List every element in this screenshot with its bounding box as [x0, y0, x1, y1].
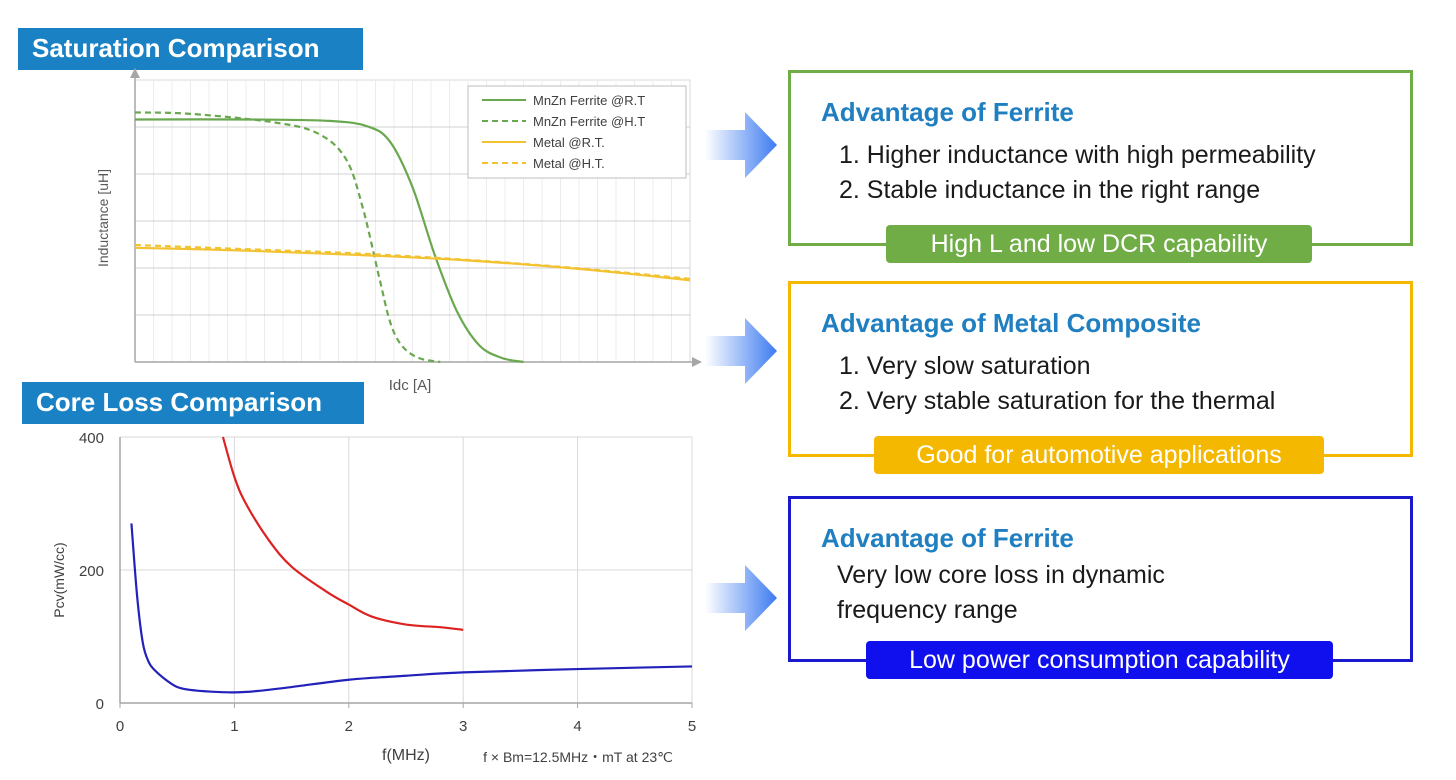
advantage-heading: Advantage of Metal Composite — [821, 308, 1201, 338]
advantage-badge: Low power consumption capability — [866, 641, 1333, 679]
y-tick-label: 200 — [79, 563, 104, 580]
legend-label: Metal @R.T. — [533, 135, 605, 150]
saturation-chart-ylabel: Inductance [uH] — [95, 169, 111, 267]
x-tick-label: 1 — [230, 718, 238, 735]
saturation-chart-grid — [134, 79, 691, 363]
advantage-box-metal-composite: Advantage of Metal Composite 1. Very slo… — [788, 281, 1413, 457]
core-loss-chart-grid — [119, 436, 693, 704]
core-loss-chart-xlabel: f(MHz) — [382, 747, 430, 764]
advantage-badge: High L and low DCR capability — [886, 225, 1312, 263]
series-line-0 — [221, 436, 464, 631]
series-line-1 — [130, 523, 693, 694]
series-line-2 — [134, 246, 691, 282]
saturation-chart-xlabel: Idc [A] — [389, 377, 432, 394]
series-line-0 — [134, 118, 524, 364]
advantage-heading: Advantage of Ferrite — [821, 523, 1074, 553]
x-tick-label: 3 — [459, 718, 467, 735]
arrow-right-icon — [705, 318, 777, 384]
advantage-line: 1. Very slow saturation — [839, 352, 1091, 380]
core-loss-chart-annotation: f × Bm=12.5MHz・mT at 23℃ — [483, 749, 673, 765]
saturation-chart-axes — [130, 68, 702, 367]
legend-label: MnZn Ferrite @H.T — [533, 114, 645, 129]
advantage-box-ferrite-saturation: Advantage of Ferrite 1. Higher inductanc… — [788, 70, 1413, 246]
advantage-line: 2. Very stable saturation for the therma… — [839, 387, 1276, 415]
arrow-right-icon — [705, 112, 777, 178]
advantage-line: frequency range — [837, 596, 1018, 624]
y-tick-label: 0 — [96, 696, 104, 713]
legend-box — [467, 85, 687, 179]
saturation-chart-legend: MnZn Ferrite @R.T MnZn Ferrite @H.T Metal … — [467, 85, 687, 179]
legend-label: MnZn Ferrite @R.T — [533, 93, 645, 108]
advantage-line: Very low core loss in dynamic — [837, 561, 1165, 589]
saturation-chart-series — [134, 111, 691, 364]
y-axis-arrow-icon — [130, 68, 140, 78]
core-loss-chart-ylabel: Pcv(mW/cc) — [51, 542, 67, 617]
advantage-box-ferrite-core-loss: Advantage of Ferrite Very low core loss … — [788, 496, 1413, 662]
core-loss-chart-ticks: 0 1 2 3 4 5 0 200 400 — [79, 430, 696, 735]
saturation-section-title: Saturation Comparison — [18, 28, 363, 70]
y-tick-label: 400 — [79, 430, 104, 447]
legend-label: Metal @H.T. — [533, 156, 605, 171]
x-tick-label: 0 — [116, 718, 124, 735]
arrow-right-icon — [705, 565, 777, 631]
x-tick-label: 2 — [345, 718, 353, 735]
x-tick-label: 5 — [688, 718, 696, 735]
advantage-line: 2. Stable inductance in the right range — [839, 176, 1261, 204]
x-axis-arrow-icon — [692, 357, 702, 367]
core-loss-section-title: Core Loss Comparison — [22, 382, 364, 424]
advantage-badge: Good for automotive applications — [874, 436, 1324, 474]
core-loss-chart-series — [130, 436, 693, 694]
series-line-1 — [134, 111, 441, 364]
x-tick-label: 4 — [573, 718, 581, 735]
advantage-heading: Advantage of Ferrite — [821, 97, 1074, 127]
advantage-line: 1. Higher inductance with high permeabil… — [839, 141, 1316, 169]
